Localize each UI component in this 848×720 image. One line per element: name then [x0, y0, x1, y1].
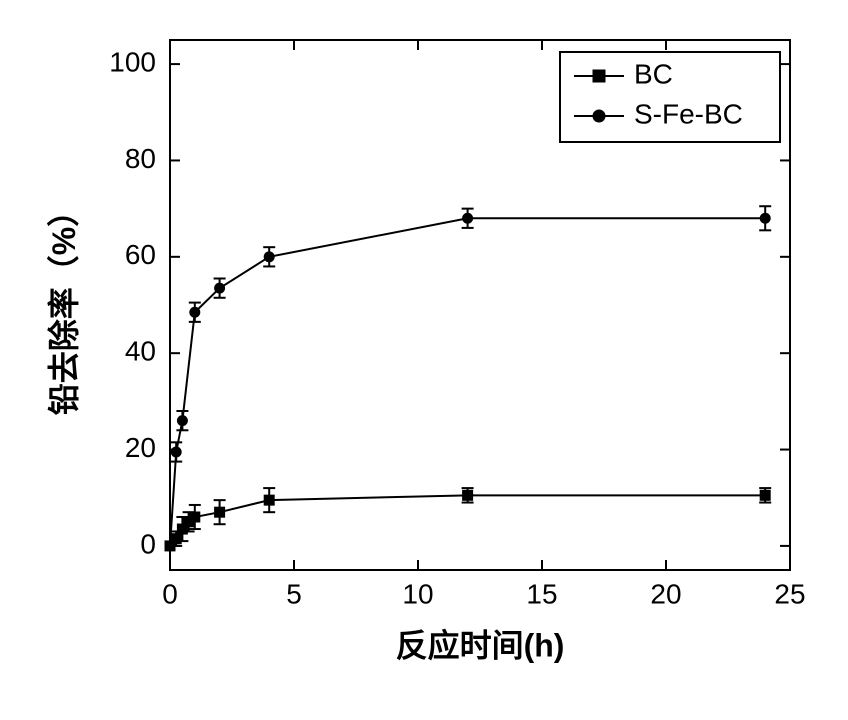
svg-text:25: 25	[774, 578, 805, 609]
legend-item-label: BC	[634, 58, 673, 89]
svg-text:5: 5	[286, 578, 302, 609]
svg-text:40: 40	[125, 336, 156, 367]
chart-container: 0 5 10 15 20 25 反应时间(h) 0 20 40 60 80 100 铅去除率（%） BC S-…	[0, 0, 848, 720]
svg-text:15: 15	[526, 578, 557, 609]
legend: BC S-Fe-BC	[560, 52, 780, 142]
y-axis-label: 铅去除率（%）	[46, 195, 82, 415]
svg-text:80: 80	[125, 143, 156, 174]
svg-text:20: 20	[650, 578, 681, 609]
svg-text:100: 100	[109, 46, 156, 77]
svg-text:0: 0	[162, 578, 178, 609]
svg-text:10: 10	[402, 578, 433, 609]
legend-item-label: S-Fe-BC	[634, 98, 743, 129]
svg-text:0: 0	[140, 528, 156, 559]
svg-text:60: 60	[125, 239, 156, 270]
chart-svg: 0 5 10 15 20 25 反应时间(h) 0 20 40 60 80 100 铅去除率（%） BC S-…	[0, 0, 848, 720]
svg-text:20: 20	[125, 432, 156, 463]
x-axis-label: 反应时间(h)	[396, 627, 565, 663]
